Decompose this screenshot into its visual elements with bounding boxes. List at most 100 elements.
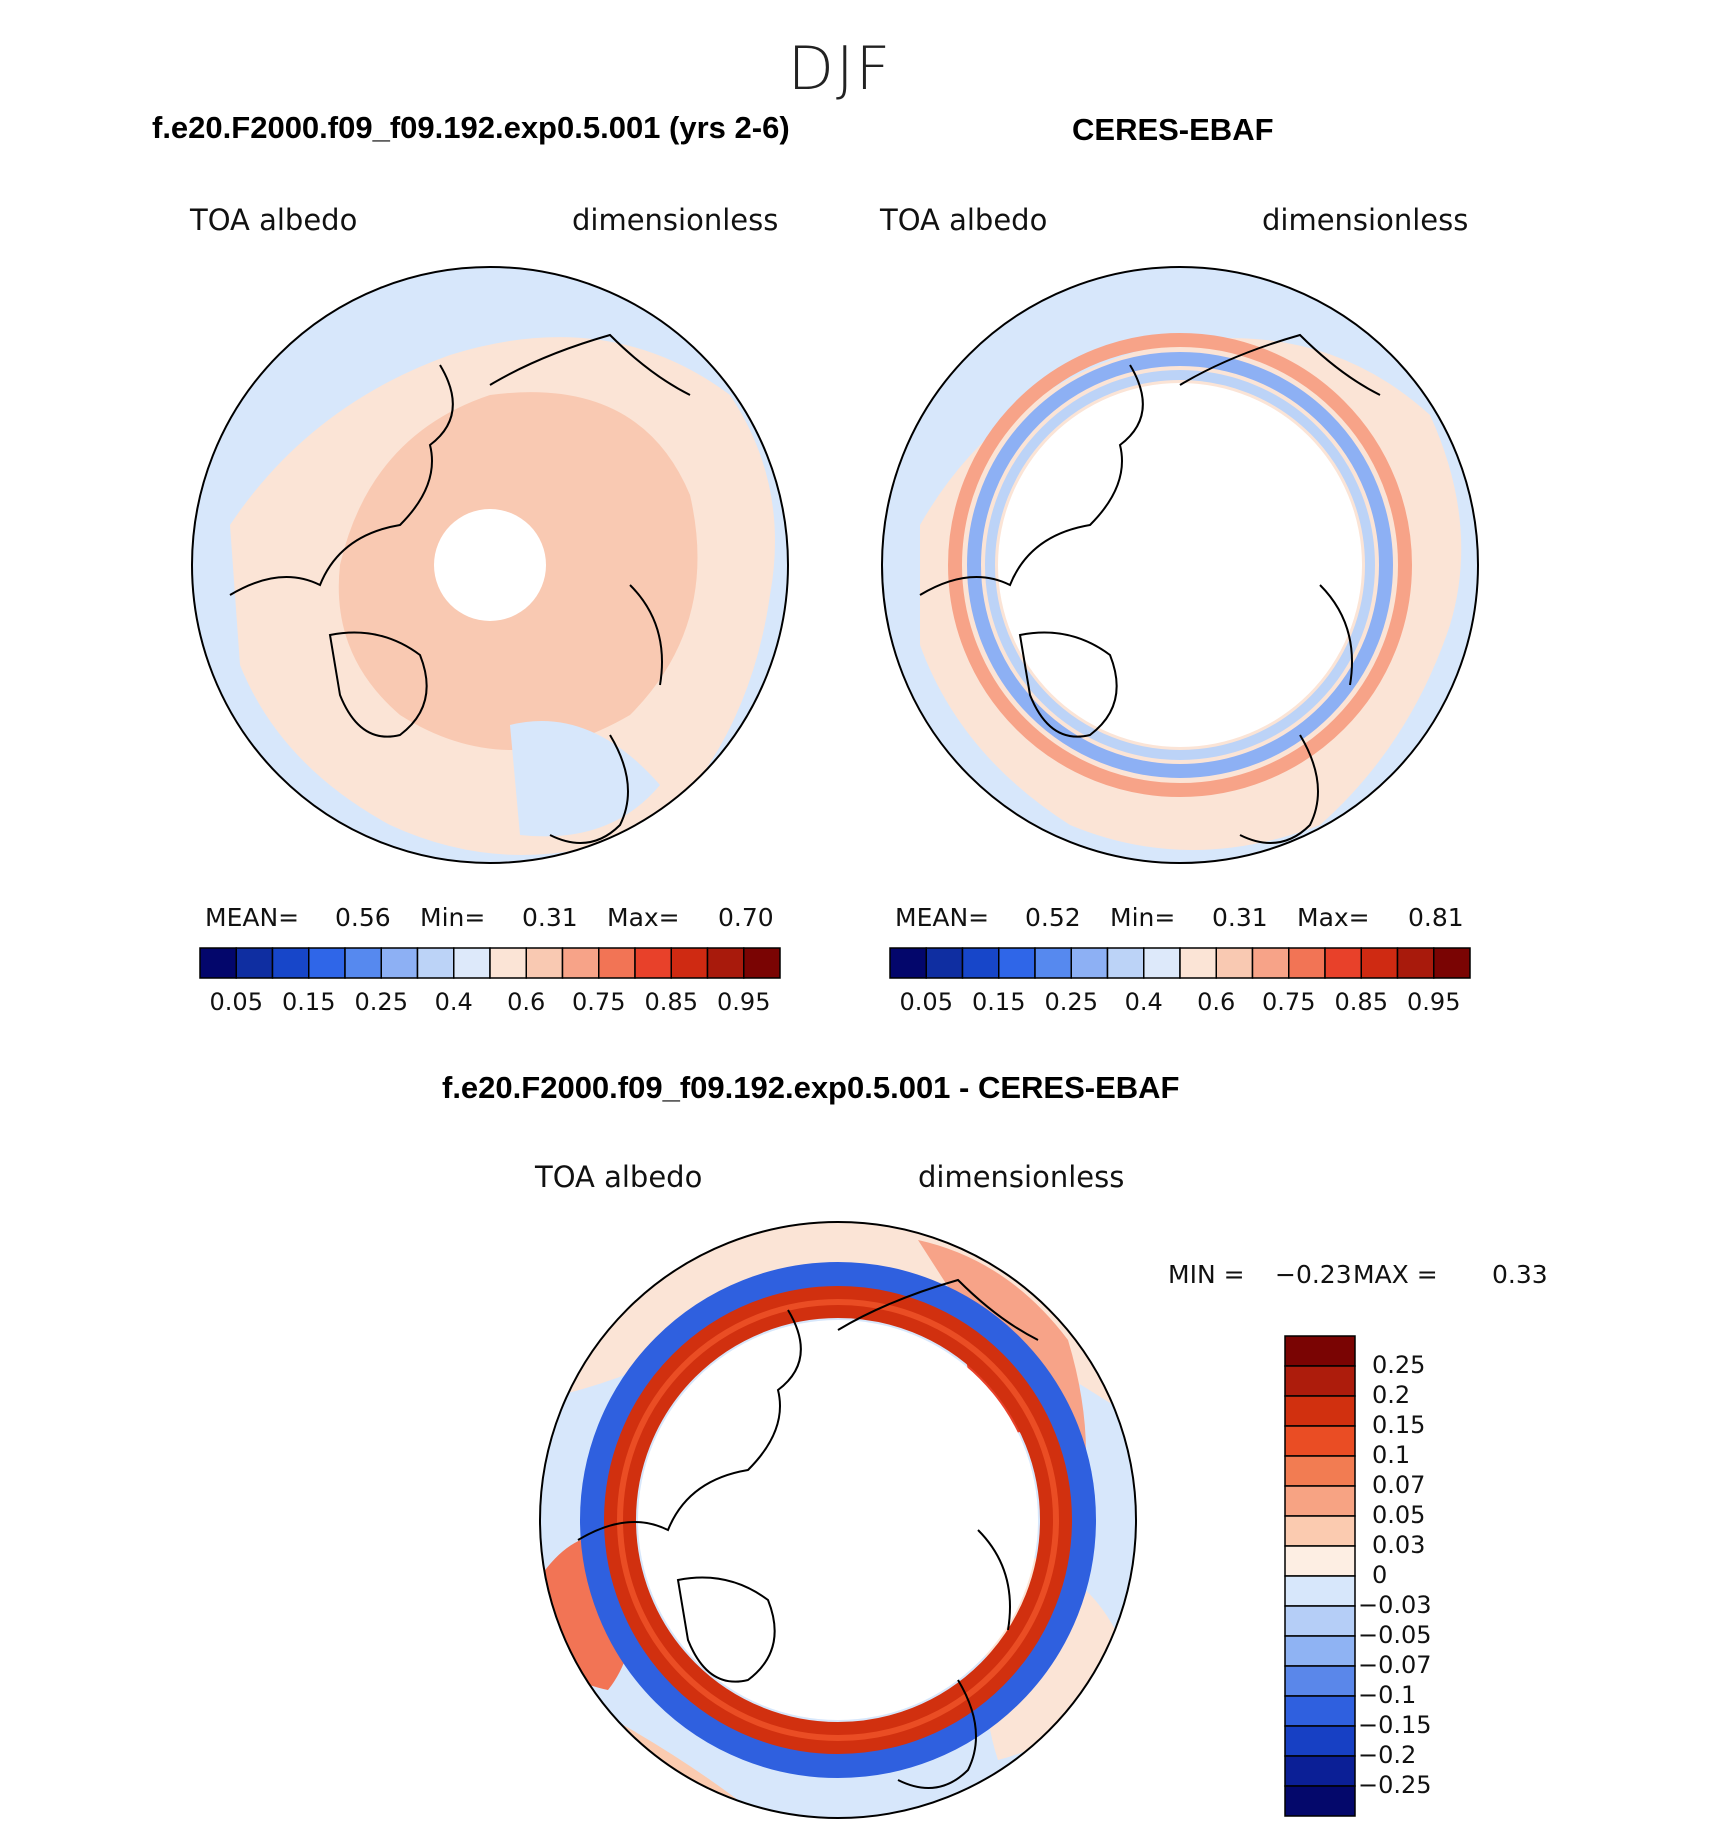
obs-colorbar-ticks: 0.05 0.15 0.25 0.4 0.6 0.75 0.85 0.95 xyxy=(890,988,1470,1018)
colorbar-swatch xyxy=(634,947,672,979)
colorbar-swatch xyxy=(1433,947,1471,979)
model-min-label: Min= xyxy=(420,903,486,932)
obs-max-value: 0.81 xyxy=(1408,903,1464,932)
colorbar-tick-label: −0.05 xyxy=(1358,1621,1432,1649)
diff-colorbar-ticks: 0.25 0.2 0.15 0.1 0.07 0.05 0.03 0 −0.03 −0.05 −0.… xyxy=(1358,1336,1478,1816)
colorbar-swatch xyxy=(1288,947,1326,979)
colorbar-swatch xyxy=(1284,1725,1356,1757)
colorbar-tick-label: 0.25 xyxy=(1372,1351,1426,1379)
colorbar-swatch xyxy=(598,947,636,979)
diff-max-label: MAX = xyxy=(1353,1260,1438,1289)
model-colorbar xyxy=(199,947,781,979)
colorbar-swatch xyxy=(489,947,527,979)
model-max-label: Max= xyxy=(607,903,680,932)
colorbar-tick-label: 0.07 xyxy=(1372,1471,1426,1499)
model-mean-label: MEAN= xyxy=(205,903,300,932)
colorbar-swatch xyxy=(1179,947,1217,979)
colorbar-swatch xyxy=(889,947,927,979)
colorbar-swatch xyxy=(453,947,491,979)
colorbar-swatch xyxy=(1034,947,1072,979)
colorbar-tick-label: −0.15 xyxy=(1358,1711,1432,1739)
colorbar-tick-label: 0.15 xyxy=(972,988,1026,1016)
colorbar-swatch xyxy=(1360,947,1399,979)
obs-mean-label: MEAN= xyxy=(895,903,990,932)
colorbar-swatch xyxy=(1284,1515,1356,1547)
colorbar-tick-label: −0.25 xyxy=(1358,1771,1432,1799)
colorbar-swatch xyxy=(561,947,600,979)
diff-title: f.e20.F2000.f09_f09.192.exp0.5.001 - CER… xyxy=(442,1070,1180,1105)
colorbar-tick-label: 0 xyxy=(1372,1561,1388,1589)
colorbar-tick-label: 0.85 xyxy=(1334,988,1388,1016)
model-min-value: 0.31 xyxy=(522,903,578,932)
colorbar-swatch xyxy=(344,947,382,979)
colorbar-swatch xyxy=(706,947,745,979)
obs-title: CERES-EBAF xyxy=(1072,112,1274,147)
colorbar-swatch xyxy=(1284,1365,1356,1397)
colorbar-tick-label: 0.75 xyxy=(572,988,626,1016)
colorbar-tick-label: 0.15 xyxy=(1372,1411,1426,1439)
model-colorbar-ticks: 0.05 0.15 0.25 0.4 0.6 0.75 0.85 0.95 xyxy=(200,988,780,1018)
colorbar-tick-label: 0.03 xyxy=(1372,1531,1426,1559)
colorbar-swatch xyxy=(1324,947,1362,979)
colorbar-swatch xyxy=(1284,1665,1356,1697)
obs-min-value: 0.31 xyxy=(1212,903,1268,932)
colorbar-tick-label: 0.4 xyxy=(434,988,473,1016)
colorbar-tick-label: 0.95 xyxy=(717,988,771,1016)
colorbar-swatch xyxy=(1284,1635,1356,1667)
colorbar-swatch xyxy=(199,947,237,979)
colorbar-swatch xyxy=(1106,947,1145,979)
obs-map xyxy=(881,266,1479,864)
colorbar-swatch xyxy=(1284,1605,1356,1637)
colorbar-tick-label: −0.07 xyxy=(1358,1651,1432,1679)
colorbar-swatch xyxy=(380,947,419,979)
model-variable-label: TOA albedo xyxy=(190,203,358,237)
obs-min-label: Min= xyxy=(1110,903,1176,932)
colorbar-swatch xyxy=(1284,1755,1356,1787)
model-title: f.e20.F2000.f09_f09.192.exp0.5.001 (yrs … xyxy=(152,110,790,145)
colorbar-swatch xyxy=(1396,947,1435,979)
colorbar-swatch xyxy=(961,947,1000,979)
colorbar-tick-label: 0.25 xyxy=(1044,988,1098,1016)
colorbar-swatch xyxy=(416,947,455,979)
obs-max-label: Max= xyxy=(1297,903,1370,932)
diff-map xyxy=(539,1221,1137,1819)
obs-units-label: dimensionless xyxy=(1262,203,1469,237)
diff-colorbar xyxy=(1284,1335,1356,1817)
colorbar-tick-label: 0.05 xyxy=(899,988,953,1016)
colorbar-swatch xyxy=(1284,1785,1356,1817)
colorbar-tick-label: 0.15 xyxy=(282,988,336,1016)
diff-min-label: MIN = xyxy=(1168,1260,1245,1289)
model-mean-value: 0.56 xyxy=(335,903,391,932)
colorbar-tick-label: −0.1 xyxy=(1358,1681,1417,1709)
obs-colorbar xyxy=(889,947,1471,979)
diff-min-value: −0.23 xyxy=(1275,1260,1352,1289)
colorbar-swatch xyxy=(1143,947,1181,979)
colorbar-swatch xyxy=(670,947,709,979)
colorbar-swatch xyxy=(235,947,274,979)
colorbar-swatch xyxy=(1070,947,1109,979)
colorbar-tick-label: 0.2 xyxy=(1372,1381,1411,1409)
colorbar-swatch xyxy=(1284,1335,1356,1367)
diff-max-value: 0.33 xyxy=(1492,1260,1548,1289)
colorbar-swatch xyxy=(998,947,1036,979)
colorbar-swatch xyxy=(1284,1395,1356,1427)
colorbar-tick-label: 0.1 xyxy=(1372,1441,1411,1469)
colorbar-swatch xyxy=(1251,947,1290,979)
colorbar-swatch xyxy=(1284,1455,1356,1487)
obs-variable-label: TOA albedo xyxy=(880,203,1048,237)
colorbar-swatch xyxy=(1284,1485,1356,1517)
colorbar-tick-label: 0.85 xyxy=(644,988,698,1016)
colorbar-swatch xyxy=(525,947,564,979)
colorbar-tick-label: −0.2 xyxy=(1358,1741,1417,1769)
colorbar-tick-label: 0.05 xyxy=(1372,1501,1426,1529)
colorbar-tick-label: −0.03 xyxy=(1358,1591,1432,1619)
colorbar-swatch xyxy=(1215,947,1254,979)
model-units-label: dimensionless xyxy=(572,203,779,237)
colorbar-swatch xyxy=(1284,1545,1356,1577)
colorbar-swatch xyxy=(925,947,964,979)
colorbar-swatch xyxy=(271,947,310,979)
colorbar-swatch xyxy=(1284,1575,1356,1607)
colorbar-swatch xyxy=(1284,1695,1356,1727)
colorbar-tick-label: 0.95 xyxy=(1407,988,1461,1016)
colorbar-tick-label: 0.6 xyxy=(507,988,546,1016)
